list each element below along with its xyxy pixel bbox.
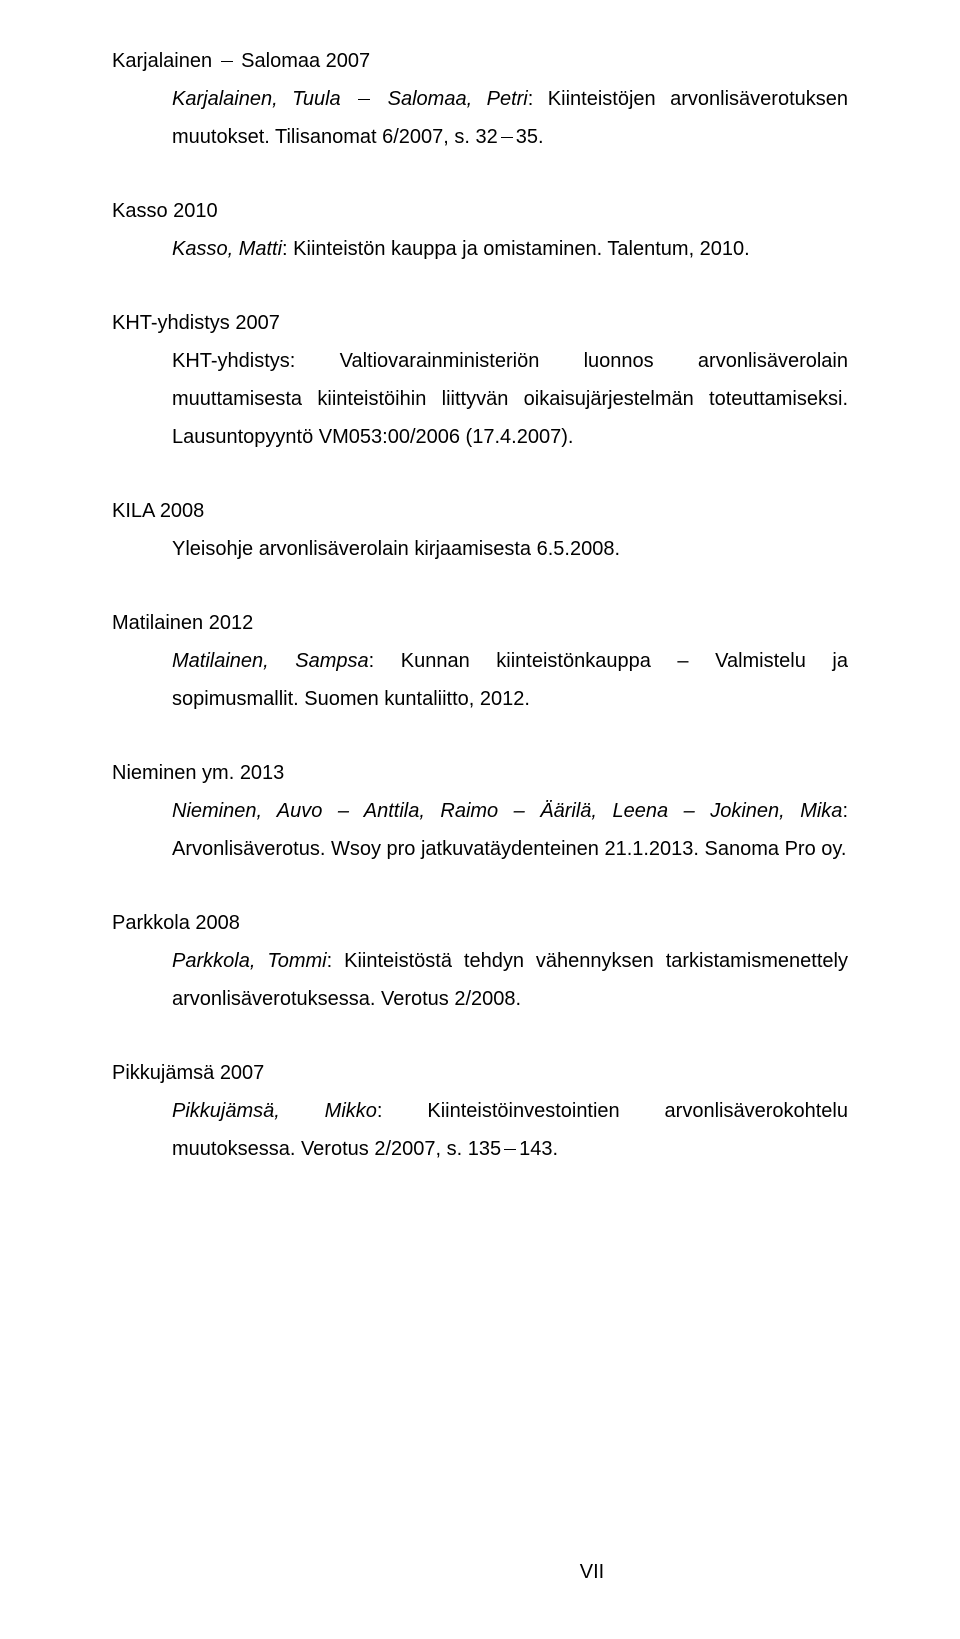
bibliography-entry: Parkkola 2008 Parkkola, Tommi: Kiinteist… bbox=[112, 904, 848, 1018]
entry-text: Yleisohje arvonlisäverolain kirjaamisest… bbox=[172, 538, 620, 560]
entry-heading: Nieminen ym. 2013 bbox=[112, 754, 848, 792]
author-name: Salomaa, Petri bbox=[373, 88, 528, 110]
bibliography-entry: Pikkujämsä 2007 Pikkujämsä, Mikko: Kiint… bbox=[112, 1054, 848, 1168]
entry-body: Pikkujämsä, Mikko: Kiinteistöinvestointi… bbox=[112, 1092, 848, 1168]
bibliography-entry: Nieminen ym. 2013 Nieminen, Auvo – Antti… bbox=[112, 754, 848, 868]
author-name: Pikkujämsä, Mikko bbox=[172, 1100, 377, 1122]
entry-body: KHT-yhdistys: Valtiovarainministeriön lu… bbox=[112, 342, 848, 456]
heading-text: Nieminen ym. 2013 bbox=[112, 762, 284, 784]
heading-text: Parkkola 2008 bbox=[112, 912, 240, 934]
entry-heading: KILA 2008 bbox=[112, 492, 848, 530]
entry-body: Parkkola, Tommi: Kiinteistöstä tehdyn vä… bbox=[112, 942, 848, 1018]
entry-heading: Karjalainen Salomaa 2007 bbox=[112, 42, 848, 80]
dash-icon bbox=[358, 99, 370, 100]
heading-text: KHT-yhdistys 2007 bbox=[112, 312, 280, 334]
entry-heading: Pikkujämsä 2007 bbox=[112, 1054, 848, 1092]
heading-text: Matilainen 2012 bbox=[112, 612, 253, 634]
bibliography-entry: KHT-yhdistys 2007 KHT-yhdistys: Valtiova… bbox=[112, 304, 848, 456]
entry-heading: KHT-yhdistys 2007 bbox=[112, 304, 848, 342]
entry-heading: Parkkola 2008 bbox=[112, 904, 848, 942]
bibliography-entry: Matilainen 2012 Matilainen, Sampsa: Kunn… bbox=[112, 604, 848, 718]
bibliography-entry: Karjalainen Salomaa 2007 Karjalainen, Tu… bbox=[112, 42, 848, 156]
heading-text: Salomaa 2007 bbox=[236, 50, 371, 72]
entry-text: KHT-yhdistys: Valtiovarainministeriön lu… bbox=[172, 350, 848, 448]
author-name: Nieminen, Auvo – Anttila, Raimo – Äärilä… bbox=[172, 800, 842, 822]
entry-body: Matilainen, Sampsa: Kunnan kiinteistönka… bbox=[112, 642, 848, 718]
heading-text: Pikkujämsä 2007 bbox=[112, 1062, 264, 1084]
author-name: Kasso, Matti bbox=[172, 238, 282, 260]
heading-text: KILA 2008 bbox=[112, 500, 204, 522]
entry-text: : Kiinteistön kauppa ja omistaminen. Tal… bbox=[282, 238, 750, 260]
entry-heading: Kasso 2010 bbox=[112, 192, 848, 230]
entry-body: Nieminen, Auvo – Anttila, Raimo – Äärilä… bbox=[112, 792, 848, 868]
entry-body: Kasso, Matti: Kiinteistön kauppa ja omis… bbox=[112, 230, 848, 268]
author-name: Karjalainen, Tuula bbox=[172, 88, 355, 110]
dash-icon bbox=[501, 137, 513, 138]
bibliography-entry: KILA 2008 Yleisohje arvonlisäverolain ki… bbox=[112, 492, 848, 568]
author-name: Parkkola, Tommi bbox=[172, 950, 327, 972]
entry-text: 35. bbox=[516, 126, 544, 148]
heading-text: Karjalainen bbox=[112, 50, 218, 72]
entry-body: Karjalainen, Tuula Salomaa, Petri: Kiint… bbox=[112, 80, 848, 156]
dash-icon bbox=[504, 1149, 516, 1150]
bibliography-entry: Kasso 2010 Kasso, Matti: Kiinteistön kau… bbox=[112, 192, 848, 268]
dash-icon bbox=[221, 61, 233, 62]
entry-text: 143. bbox=[519, 1138, 558, 1160]
heading-text: Kasso 2010 bbox=[112, 200, 218, 222]
author-name: Matilainen, Sampsa bbox=[172, 650, 369, 672]
entry-body: Yleisohje arvonlisäverolain kirjaamisest… bbox=[112, 530, 848, 568]
page-number: VII bbox=[112, 1553, 960, 1591]
entry-heading: Matilainen 2012 bbox=[112, 604, 848, 642]
